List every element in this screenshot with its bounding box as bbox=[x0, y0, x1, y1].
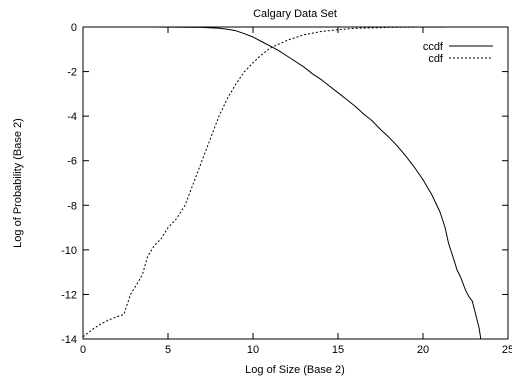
y-tick-label: -2 bbox=[67, 67, 77, 79]
y-tick-label: -12 bbox=[61, 289, 77, 301]
series-line-ccdf bbox=[83, 26, 482, 340]
x-axis-title: Log of Size (Base 2) bbox=[245, 364, 345, 376]
series-layer bbox=[82, 26, 482, 340]
legend-label-ccdf: ccdf bbox=[423, 41, 444, 53]
x-tick-label: 5 bbox=[165, 344, 171, 356]
y-axis-title: Log of Probability (Base 2) bbox=[12, 118, 24, 248]
y-tick-label: 0 bbox=[71, 22, 77, 34]
y-tick-label: -4 bbox=[67, 111, 77, 123]
y-tick-label: -14 bbox=[61, 334, 77, 346]
legend-label-cdf: cdf bbox=[428, 53, 444, 65]
x-tick-label: 10 bbox=[247, 344, 259, 356]
y-tick-label: -8 bbox=[67, 200, 77, 212]
x-tick-label: 0 bbox=[80, 344, 86, 356]
x-tick-label: 25 bbox=[502, 344, 512, 356]
y-tick-label: -6 bbox=[67, 156, 77, 168]
x-tick-label: 15 bbox=[332, 344, 344, 356]
series-line-cdf bbox=[82, 26, 480, 338]
plot-frame bbox=[82, 26, 509, 340]
y-tick-label: -10 bbox=[61, 245, 77, 257]
chart-title: Calgary Data Set bbox=[253, 8, 337, 20]
x-tick-label: 20 bbox=[417, 344, 429, 356]
